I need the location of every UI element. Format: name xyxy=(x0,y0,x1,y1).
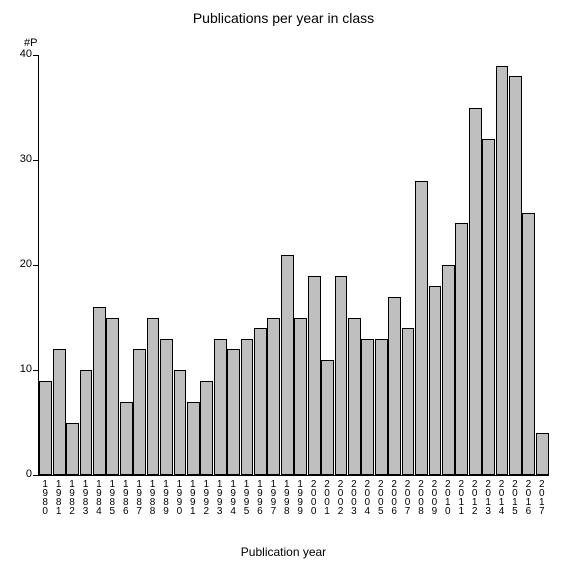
bar xyxy=(442,265,455,475)
bar xyxy=(120,402,133,476)
x-tick-label: 1987 xyxy=(134,479,144,515)
bar xyxy=(160,339,173,476)
bar xyxy=(308,276,321,476)
x-axis-title: Publication year xyxy=(0,545,567,559)
bar xyxy=(321,360,334,476)
bar xyxy=(53,349,66,475)
chart-container: Publications per year in class #P 010203… xyxy=(0,0,567,567)
chart-title: Publications per year in class xyxy=(0,10,567,26)
x-tick-label: 2004 xyxy=(362,479,372,515)
plot-area xyxy=(38,55,549,476)
bar xyxy=(133,349,146,475)
bar xyxy=(536,433,549,475)
bar xyxy=(402,328,415,475)
bar xyxy=(294,318,307,476)
x-tick-label: 1984 xyxy=(93,479,103,515)
bar xyxy=(227,349,240,475)
x-tick-label: 2013 xyxy=(483,479,493,515)
x-tick-label: 1995 xyxy=(241,479,251,515)
x-tick-label: 1992 xyxy=(201,479,211,515)
y-tick-label: 10 xyxy=(10,363,32,375)
bar xyxy=(482,139,495,475)
x-tick-label: 2017 xyxy=(536,479,546,515)
x-tick-label: 2002 xyxy=(335,479,345,515)
bar xyxy=(106,318,119,476)
bar xyxy=(429,286,442,475)
bar xyxy=(361,339,374,476)
bar xyxy=(509,76,522,475)
y-tick-label: 0 xyxy=(10,468,32,480)
x-tick-label: 1993 xyxy=(214,479,224,515)
x-tick-label: 1988 xyxy=(147,479,157,515)
x-tick-label: 2014 xyxy=(496,479,506,515)
x-tick-label: 1998 xyxy=(281,479,291,515)
bar xyxy=(335,276,348,476)
bar xyxy=(415,181,428,475)
bar xyxy=(66,423,79,476)
bar xyxy=(496,66,509,476)
bar xyxy=(200,381,213,476)
bar xyxy=(93,307,106,475)
bar xyxy=(469,108,482,476)
x-tick-label: 1997 xyxy=(268,479,278,515)
bar xyxy=(522,213,535,476)
bar xyxy=(281,255,294,476)
bar xyxy=(348,318,361,476)
bar xyxy=(254,328,267,475)
y-tick-label: 40 xyxy=(10,48,32,60)
bar xyxy=(375,339,388,476)
x-tick-label: 2010 xyxy=(442,479,452,515)
x-tick-label: 2015 xyxy=(509,479,519,515)
x-tick-label: 1985 xyxy=(107,479,117,515)
y-tick-mark xyxy=(33,475,38,476)
x-tick-label: 1982 xyxy=(67,479,77,515)
y-tick-label: 30 xyxy=(10,153,32,165)
bar xyxy=(214,339,227,476)
x-tick-label: 1986 xyxy=(120,479,130,515)
x-tick-label: 1991 xyxy=(187,479,197,515)
x-tick-label: 1999 xyxy=(295,479,305,515)
x-tick-label: 2006 xyxy=(389,479,399,515)
x-tick-label: 2012 xyxy=(469,479,479,515)
x-tick-label: 2003 xyxy=(348,479,358,515)
x-tick-label: 1989 xyxy=(161,479,171,515)
bar xyxy=(174,370,187,475)
y-tick-mark xyxy=(33,55,38,56)
x-tick-label: 1996 xyxy=(254,479,264,515)
x-tick-label: 1983 xyxy=(80,479,90,515)
x-tick-label: 2000 xyxy=(308,479,318,515)
y-tick-mark xyxy=(33,160,38,161)
x-tick-label: 2011 xyxy=(456,479,466,515)
y-tick-mark xyxy=(33,370,38,371)
y-tick-mark xyxy=(33,265,38,266)
bar xyxy=(147,318,160,476)
x-tick-label: 2009 xyxy=(429,479,439,515)
x-tick-label: 1994 xyxy=(228,479,238,515)
x-tick-label: 2001 xyxy=(322,479,332,515)
x-tick-label: 2007 xyxy=(402,479,412,515)
bar xyxy=(267,318,280,476)
bar xyxy=(388,297,401,476)
x-tick-label: 2005 xyxy=(375,479,385,515)
bar xyxy=(80,370,93,475)
x-tick-label: 2016 xyxy=(523,479,533,515)
bar xyxy=(39,381,52,476)
bar xyxy=(241,339,254,476)
x-tick-label: 2008 xyxy=(416,479,426,515)
y-tick-label: 20 xyxy=(10,258,32,270)
bar xyxy=(187,402,200,476)
x-tick-label: 1981 xyxy=(53,479,63,515)
x-tick-label: 1980 xyxy=(40,479,50,515)
bar xyxy=(455,223,468,475)
x-tick-label: 1990 xyxy=(174,479,184,515)
